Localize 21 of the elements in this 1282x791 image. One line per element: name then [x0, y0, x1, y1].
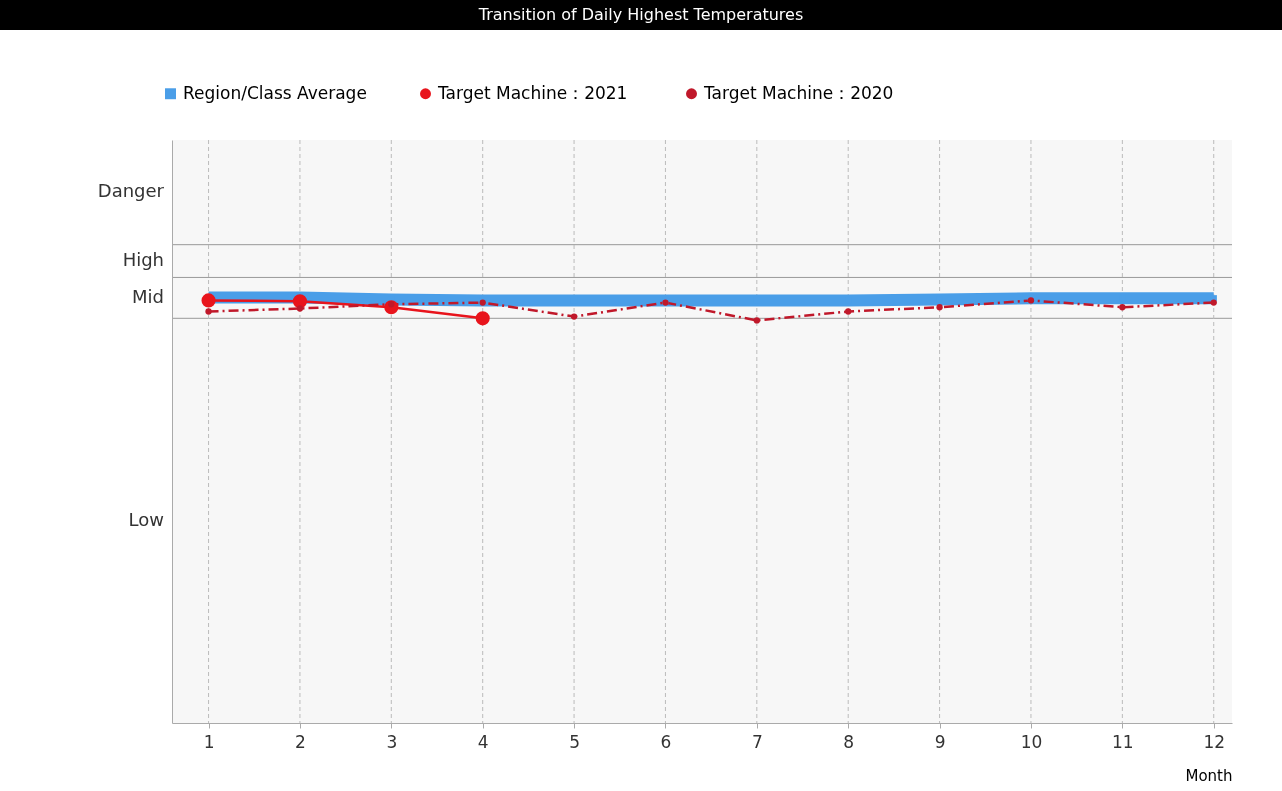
x-tick-label: 6: [660, 731, 672, 752]
x-tick-label: 9: [934, 731, 946, 752]
legend-label: Target Machine：2020: [703, 82, 894, 103]
x-tick-label: 5: [569, 731, 580, 752]
band-label: High: [122, 249, 164, 271]
x-tick-label: 7: [751, 731, 763, 752]
legend-label: Region/Class Average: [183, 82, 367, 103]
x-tick-label: 12: [1203, 731, 1226, 752]
band-label: Danger: [97, 180, 165, 202]
legend-label: Target Machine：2021: [437, 82, 628, 103]
x-tick-label: 1: [203, 731, 215, 752]
band-label: Mid: [132, 285, 164, 307]
x-axis-title: Month: [1185, 766, 1233, 785]
x-tick-label: 8: [843, 731, 855, 752]
x-tick-label: 10: [1020, 731, 1043, 752]
x-tick-label: 3: [386, 731, 398, 752]
band-label: Low: [128, 508, 164, 530]
x-tick-label: 11: [1112, 731, 1134, 752]
chart-title: Transition of Daily Highest Temperatures: [477, 5, 804, 24]
x-tick-label: 4: [477, 731, 489, 752]
x-tick-label: 2: [295, 731, 306, 752]
